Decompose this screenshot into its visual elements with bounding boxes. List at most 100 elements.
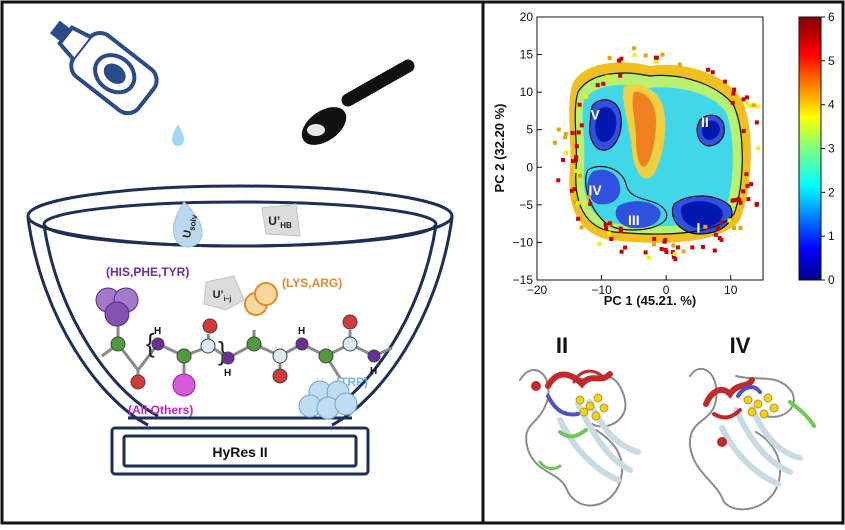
heat-pixel	[732, 87, 737, 92]
svg-text:Usolv: Usolv	[181, 213, 199, 240]
heat-pixel	[751, 103, 756, 108]
y-tick-label: −15	[513, 273, 534, 287]
heat-region	[701, 120, 720, 140]
contour-line	[574, 72, 743, 235]
heat-pixel	[652, 242, 656, 247]
heat-pixel	[654, 59, 659, 64]
x-axis-label: PC 1 (45.21. %)	[604, 293, 697, 308]
heat-pixel	[632, 53, 637, 58]
heat-pixel	[643, 250, 648, 255]
heat-pixel	[710, 70, 715, 75]
basin-label-v: V	[590, 107, 600, 123]
heat-pixel	[619, 249, 624, 254]
heat-pixel	[569, 188, 574, 193]
heat-pixel	[574, 144, 579, 149]
heat-pixel	[719, 220, 724, 225]
basin-label-iv: IV	[588, 182, 602, 198]
heat-pixel	[574, 155, 579, 160]
heat-pixel	[755, 104, 760, 109]
trp-bead-cluster	[298, 380, 358, 420]
heat-pixel	[556, 127, 561, 132]
heat-pixel	[595, 83, 600, 88]
y-tick-label: 5	[526, 123, 533, 137]
heat-pixel	[744, 172, 749, 177]
heat-pixel	[601, 81, 606, 86]
heat-pixel	[579, 225, 584, 230]
heat-pixel	[618, 226, 623, 231]
heat-pixel	[746, 197, 751, 202]
basin-label-i: I	[696, 219, 700, 235]
x-tick-label: −10	[591, 283, 612, 297]
x-tick-label: 10	[724, 283, 738, 297]
y-tick-label: 15	[520, 48, 534, 62]
water-drop-icon	[172, 124, 184, 146]
colorbar-tick-label: 6	[828, 10, 835, 24]
colorbar-tick-label: 2	[828, 185, 835, 199]
heat-pixel	[673, 257, 678, 262]
heat-pixel	[681, 249, 686, 254]
colorbar-tick-label: 0	[828, 273, 835, 287]
heat-pixel	[609, 237, 614, 241]
heat-pixel	[619, 56, 624, 61]
heat-pixel	[677, 62, 682, 67]
heat-pixel	[618, 229, 623, 233]
heat-pixel	[754, 120, 759, 125]
heat-pixel	[571, 159, 576, 164]
heat-pixel	[607, 221, 612, 226]
heat-pixel	[605, 74, 610, 79]
heat-pixel	[660, 52, 665, 57]
heat-pixel	[563, 132, 568, 136]
heat-pixel	[606, 231, 611, 236]
heat-pixel	[717, 236, 722, 241]
heat-pixel	[573, 158, 578, 163]
heat-pixel	[659, 247, 664, 251]
heat-pixel	[749, 182, 754, 187]
heat-pixel	[563, 150, 568, 155]
heat-pixel	[723, 79, 727, 84]
heat-pixel	[741, 189, 746, 194]
charged-bead-cluster	[244, 282, 278, 316]
heat-pixel	[738, 200, 743, 205]
protein-structure-iv	[688, 367, 816, 511]
heat-pixel	[623, 245, 628, 250]
heat-region	[587, 169, 621, 205]
heat-pixel	[577, 102, 582, 107]
heat-pixel	[588, 201, 593, 206]
heat-pixel	[576, 130, 581, 135]
heat-pixel	[653, 55, 658, 60]
heat-pixel	[646, 255, 651, 260]
colorbar-tick-label: 4	[828, 98, 835, 112]
bracket-close: }	[218, 336, 227, 366]
other-bead	[172, 373, 196, 397]
heat-pixel	[744, 101, 749, 106]
heat-region	[680, 201, 723, 228]
basin-label-iii: III	[628, 212, 640, 228]
heat-pixel	[672, 252, 677, 256]
colorbar-tick-label: 1	[828, 229, 835, 243]
x-tick-label: −20	[527, 283, 548, 297]
heat-pixel	[748, 103, 753, 108]
heat-pixel	[572, 187, 577, 191]
bracket-open: {	[146, 328, 155, 358]
sparse-pixels	[553, 46, 761, 262]
heat-pixel	[575, 201, 580, 206]
heat-pixel	[729, 218, 734, 223]
heat-pixel	[671, 243, 676, 248]
heat-pixel	[617, 58, 622, 63]
heat-pixel	[587, 195, 592, 200]
structure-label-iv: IV	[730, 333, 751, 358]
backbone-atoms	[110, 314, 381, 390]
contour-line	[589, 99, 622, 151]
others-group-label: (All Others)	[128, 403, 193, 417]
contour-line	[585, 165, 668, 231]
usolv-term: Usolv	[173, 201, 203, 248]
heat-pixel	[618, 73, 623, 78]
heat-pixel	[735, 197, 740, 202]
heat-pixel	[745, 95, 749, 100]
heat-pixel	[662, 239, 667, 244]
heat-pixel	[701, 244, 705, 249]
svg-text:U’i–j: U’i–j	[213, 289, 232, 303]
x-tick-label: 0	[663, 283, 670, 297]
